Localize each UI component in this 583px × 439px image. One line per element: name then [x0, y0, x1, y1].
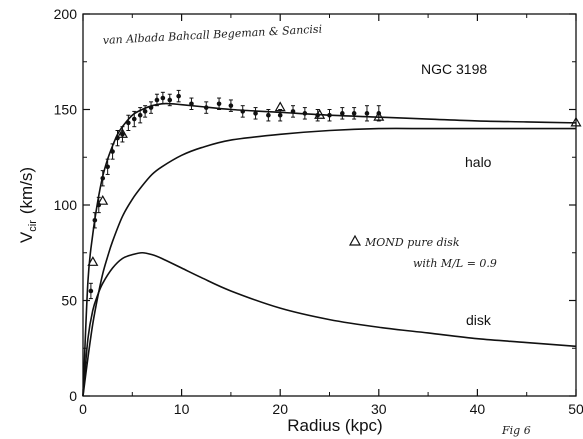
- disk-label: disk: [466, 312, 492, 328]
- mond-point: [373, 110, 385, 121]
- svg-text:Vcir(km/s): Vcir (km/s): [17, 167, 39, 243]
- x-axis-label: Radius (kpc): [287, 416, 382, 435]
- x-tick-label: 20: [272, 401, 288, 417]
- y-tick-label: 50: [61, 293, 77, 309]
- y-axis-ticks: 0 50 100 150 200: [54, 6, 576, 404]
- observed-point: [137, 112, 143, 118]
- y-tick-label: 200: [54, 6, 78, 22]
- observed-point: [167, 97, 173, 103]
- observed-point: [266, 112, 271, 118]
- observed-point: [105, 164, 110, 170]
- observed-point: [327, 112, 332, 118]
- observed-point: [154, 97, 160, 103]
- observed-point: [253, 111, 258, 116]
- y-axis-label-main: V: [17, 231, 36, 243]
- observed-point: [240, 109, 246, 114]
- mond-legend-triangle-icon: [348, 234, 362, 246]
- observed-point: [148, 105, 154, 110]
- total-curve: [82, 102, 577, 397]
- mond-annotation-line2: with M/L = 0.9: [413, 257, 497, 270]
- x-axis-ticks: 0 10 20 30 40 50: [79, 14, 583, 417]
- y-tick-label: 150: [54, 102, 78, 118]
- observed-point: [110, 149, 115, 154]
- y-axis-label: Vcir (km/s): [17, 167, 39, 243]
- mond-point: [116, 128, 128, 138]
- observed-point: [100, 175, 106, 181]
- observed-point: [160, 95, 166, 101]
- observed-point: [277, 112, 283, 118]
- observed-point: [302, 111, 308, 116]
- observed-point: [142, 109, 148, 114]
- mond-point: [274, 101, 286, 112]
- observed-point: [351, 111, 357, 116]
- galaxy-name: NGC 3198: [421, 61, 487, 77]
- x-tick-label: 30: [371, 401, 387, 417]
- x-tick-label: 50: [568, 401, 583, 417]
- y-axis-label-sub: cir: [27, 220, 39, 232]
- mond-point: [97, 194, 109, 205]
- observed-point: [176, 93, 181, 99]
- authors-annotation: van Albada Bahcall Begeman & Sancisi: [102, 23, 322, 47]
- observed-point: [131, 116, 137, 122]
- y-tick-label: 100: [54, 197, 78, 213]
- x-tick-label: 0: [79, 401, 87, 417]
- halo-curve: [82, 127, 576, 397]
- observed-point: [203, 105, 209, 110]
- mond-annotation-line1: MOND pure disk: [364, 236, 460, 249]
- data-points: [87, 89, 582, 300]
- observed-point: [115, 135, 120, 141]
- observed-point: [340, 111, 345, 116]
- y-tick-label: 0: [69, 388, 77, 404]
- mond-point: [314, 109, 326, 119]
- observed-point: [92, 217, 98, 223]
- observed-point: [228, 103, 234, 108]
- x-tick-label: 10: [174, 401, 190, 417]
- x-tick-label: 40: [470, 401, 486, 417]
- observed-point: [364, 111, 370, 116]
- mond-point: [87, 256, 99, 266]
- observed-point: [88, 288, 94, 294]
- mond-point: [570, 116, 582, 127]
- halo-label: halo: [465, 154, 492, 170]
- disk-curve: [82, 251, 577, 397]
- observed-point: [290, 109, 296, 114]
- observed-point: [126, 120, 131, 126]
- observed-point: [120, 132, 125, 137]
- observed-point: [216, 101, 222, 107]
- y-axis-label-unit: (km/s): [17, 167, 36, 214]
- model-curves: [82, 102, 577, 397]
- observed-point: [189, 101, 194, 107]
- plot-frame: [82, 13, 577, 397]
- figure-number: Fig 6: [501, 424, 531, 437]
